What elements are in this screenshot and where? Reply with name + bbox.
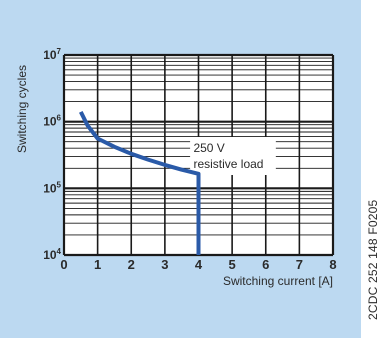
x-tick-label: 3: [161, 257, 168, 272]
y-axis-label: Switching cycles: [15, 65, 29, 153]
chart-svg: 250 V resistive load 0 1 2 3 4 5 6 7 8 104 105 106…: [0, 0, 361, 338]
x-tick-label: 2: [128, 257, 135, 272]
y-tick-labels: 104 105 106 107: [43, 47, 61, 262]
x-tick-labels: 0 1 2 3 4 5 6 7 8: [60, 257, 336, 272]
annotation-load-type: resistive load: [193, 157, 263, 171]
y-tick-label: 104: [43, 247, 61, 262]
y-tick-label: 105: [43, 180, 61, 195]
annotation-voltage: 250 V: [193, 141, 224, 155]
series-line: [79, 111, 201, 255]
y-tick-label: 107: [43, 47, 61, 62]
x-tick-label: 0: [60, 257, 67, 272]
x-tick-label: 5: [229, 257, 236, 272]
x-tick-label: 6: [262, 257, 269, 272]
figure-code: 2CDC 252 148 F0205: [366, 199, 380, 320]
chart-panel: 250 V resistive load 0 1 2 3 4 5 6 7 8 104 105 106…: [0, 0, 361, 338]
x-tick-label: 7: [296, 257, 303, 272]
y-tick-label: 106: [43, 114, 61, 129]
x-axis-label: Switching current [A]: [223, 274, 333, 288]
x-tick-label: 1: [94, 257, 101, 272]
annotation-background: [190, 137, 276, 175]
x-tick-label: 4: [195, 257, 203, 272]
x-tick-label: 8: [329, 257, 336, 272]
